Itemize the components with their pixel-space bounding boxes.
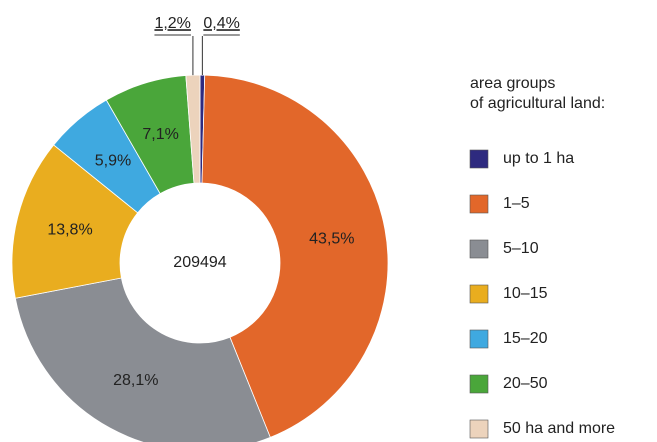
center-label: 209494 [173,254,226,271]
data-label: 28,1% [113,372,158,389]
data-label: 43,5% [309,230,354,247]
legend-label: up to 1 ha [503,150,574,167]
data-label: 1,2% [154,15,190,32]
legend-swatch [469,149,489,169]
legend-swatch [469,329,489,349]
slice [201,74,389,438]
legend-label: 50 ha and more [503,420,615,437]
data-label: 5,9% [95,152,131,169]
data-label: 0,4% [203,15,239,32]
legend-label: 10–15 [503,285,548,302]
slice [185,74,201,184]
legend-swatch [469,419,489,439]
legend-label: 1–5 [503,195,530,212]
legend-swatch [469,284,489,304]
legend-label: 5–10 [503,240,539,257]
data-label: 7,1% [142,126,178,143]
legend-label: 20–50 [503,375,548,392]
slice [14,277,271,442]
data-label: 13,8% [47,222,92,239]
legend-label: 15–20 [503,330,548,347]
legend-swatch [469,194,489,214]
legend-title: area groups of agricultural land: [470,75,606,112]
slice [11,144,139,299]
legend-swatch [469,239,489,259]
legend-swatch [469,374,489,394]
